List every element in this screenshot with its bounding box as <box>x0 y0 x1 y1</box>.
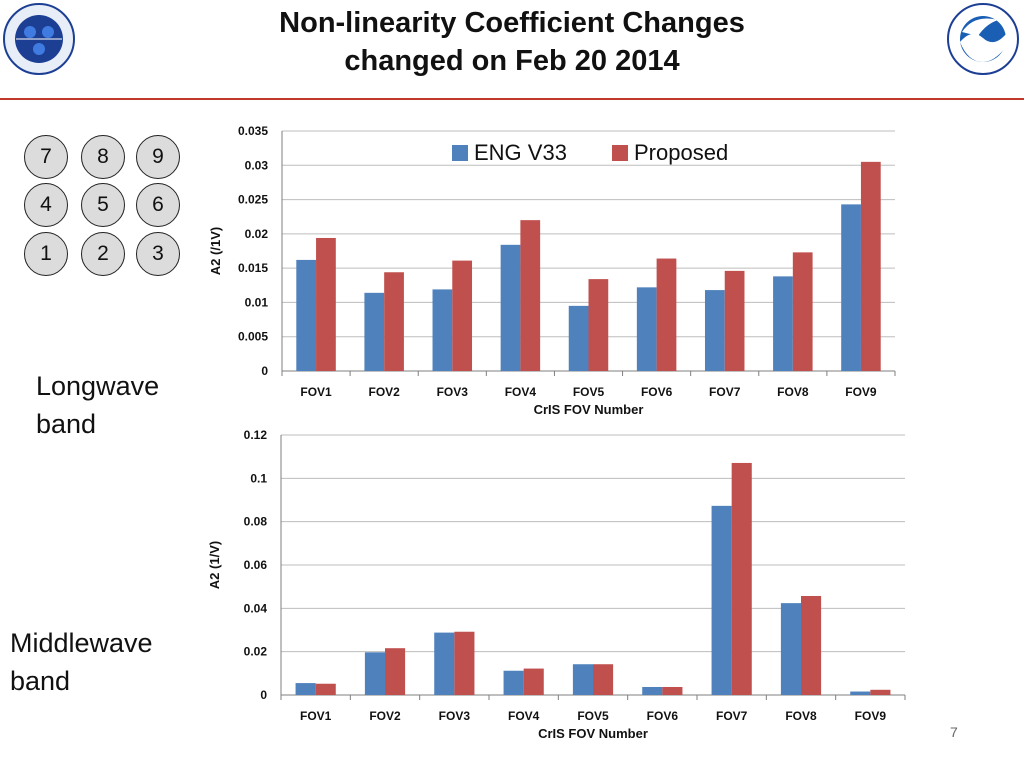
lw-legend-swatch-eng <box>452 145 468 161</box>
title-line-1: Non-linearity Coefficient Changes <box>279 7 745 39</box>
mw-ytick-label: 0.08 <box>244 515 268 529</box>
mw-ytick-label: 0.1 <box>250 471 267 485</box>
lw-bar-eng-fov8 <box>773 276 793 371</box>
lw-bar-proposed-fov1 <box>316 237 336 371</box>
lw-ytick-label: 0.025 <box>238 193 268 207</box>
mw-xtick-label: FOV3 <box>439 709 471 723</box>
lw-legend-swatch-proposed <box>612 145 628 161</box>
mw-bar-proposed-fov9 <box>870 689 891 695</box>
mw-xtick-label: FOV8 <box>785 709 817 723</box>
fov-cell-6: 6 <box>136 183 180 227</box>
lw-ytick-label: 0.015 <box>238 261 268 275</box>
mw-bar-proposed-fov7 <box>731 462 752 695</box>
mw-ytick-label: 0 <box>260 688 267 702</box>
lw-bar-eng-fov9 <box>841 204 861 371</box>
mw-bar-eng-fov7 <box>711 505 732 695</box>
mw-bar-eng-fov4 <box>503 670 524 695</box>
mw-bar-proposed-fov5 <box>593 664 614 695</box>
lw-bar-proposed-fov8 <box>792 252 813 371</box>
fov-cell-2: 2 <box>81 232 125 276</box>
lw-bar-eng-fov5 <box>568 305 589 371</box>
fov-cell-4: 4 <box>24 183 68 227</box>
mw-y-axis-label: A2 (1/V) <box>207 541 222 589</box>
lw-xtick-label: FOV2 <box>368 385 400 399</box>
mw-xtick-label: FOV4 <box>508 709 540 723</box>
lw-bar-eng-fov3 <box>432 289 453 371</box>
lw-legend-label-eng: ENG V33 <box>474 140 567 165</box>
mw-x-axis-label: CrIS FOV Number <box>538 726 648 741</box>
lw-bar-proposed-fov4 <box>520 220 541 371</box>
lw-ytick-label: 0.03 <box>245 158 269 172</box>
fov-cell-7: 7 <box>24 135 68 179</box>
longwave-band-label: Longwave band <box>36 371 160 439</box>
lw-legend-label-proposed: Proposed <box>634 140 728 165</box>
mw-xtick-label: FOV7 <box>716 709 748 723</box>
lw-bar-eng-fov7 <box>704 290 725 371</box>
lw-bar-proposed-fov9 <box>860 161 881 371</box>
fov-cell-5: 5 <box>81 183 125 227</box>
mw-bar-proposed-fov6 <box>662 686 683 695</box>
fov-cell-3: 3 <box>136 232 180 276</box>
lw-x-axis-label: CrIS FOV Number <box>534 402 644 417</box>
page-title: Non-linearity Coefficient Changes change… <box>160 4 864 80</box>
mw-bar-eng-fov8 <box>780 603 801 695</box>
mw-bar-eng-fov1 <box>295 683 316 695</box>
lw-ytick-label: 0.035 <box>238 124 268 138</box>
mw-bar-proposed-fov2 <box>385 648 406 695</box>
noaa-nesdis-star-logo <box>3 3 75 75</box>
mw-bar-eng-fov6 <box>642 686 663 695</box>
mw-bar-eng-fov2 <box>364 652 385 695</box>
lw-xtick-label: FOV3 <box>437 385 469 399</box>
mw-ytick-label: 0.02 <box>244 645 268 659</box>
fov-cell-9: 9 <box>136 135 180 179</box>
title-divider <box>0 98 1024 100</box>
lw-xtick-label: FOV7 <box>709 385 741 399</box>
lw-ytick-label: 0.02 <box>245 227 269 241</box>
mw-xtick-label: FOV2 <box>369 709 401 723</box>
noaa-logo <box>947 3 1019 75</box>
longwave-chart: 0 0.005 0.01 0.015 0.02 0.025 0.03 0.035 FOV1 FOV… <box>208 124 896 417</box>
lw-bar-eng-fov4 <box>500 244 521 371</box>
lw-bar-proposed-fov5 <box>588 279 609 371</box>
lw-ytick-label: 0 <box>261 364 268 378</box>
middlewave-chart: 0 0.02 0.04 0.06 0.08 0.1 0.12 FOV1 FOV2 FOV3 FOV4… <box>207 428 906 741</box>
fov-cell-1: 1 <box>24 232 68 276</box>
lw-ytick-label: 0.005 <box>238 330 268 344</box>
mw-bar-eng-fov5 <box>572 664 593 695</box>
mw-bar-proposed-fov4 <box>523 668 544 695</box>
mw-xtick-label: FOV9 <box>855 709 887 723</box>
mw-xtick-label: FOV6 <box>647 709 679 723</box>
mw-bar-proposed-fov3 <box>454 631 475 695</box>
lw-y-axis-label: A2 (/1V) <box>208 227 223 275</box>
lw-bar-eng-fov1 <box>296 259 317 371</box>
lw-xtick-label: FOV8 <box>777 385 809 399</box>
lw-bar-proposed-fov3 <box>452 260 473 371</box>
mw-ytick-label: 0.06 <box>244 558 268 572</box>
lw-bar-eng-fov6 <box>636 287 657 371</box>
lw-bar-proposed-fov2 <box>384 272 404 371</box>
mw-ytick-label: 0.04 <box>244 601 268 615</box>
lw-xtick-label: FOV4 <box>505 385 537 399</box>
mw-xtick-label: FOV1 <box>300 709 332 723</box>
mw-bar-eng-fov3 <box>434 632 455 695</box>
lw-ytick-label: 0.01 <box>245 295 269 309</box>
mw-bar-eng-fov9 <box>850 691 871 695</box>
title-line-2: changed on Feb 20 2014 <box>344 45 680 77</box>
fov-cell-8: 8 <box>81 135 125 179</box>
lw-xtick-label: FOV6 <box>641 385 673 399</box>
lw-xtick-label: FOV9 <box>845 385 877 399</box>
lw-bar-proposed-fov7 <box>724 270 745 371</box>
mw-ytick-label: 0.12 <box>244 428 268 442</box>
lw-bar-proposed-fov6 <box>656 258 677 371</box>
lw-xtick-label: FOV5 <box>573 385 605 399</box>
middlewave-band-label: Middlewave band <box>10 628 153 696</box>
mw-bar-proposed-fov8 <box>801 595 822 695</box>
mw-xtick-label: FOV5 <box>577 709 609 723</box>
lw-bar-eng-fov2 <box>364 292 385 371</box>
mw-bar-proposed-fov1 <box>315 683 336 695</box>
page-number: 7 <box>950 724 958 740</box>
lw-xtick-label: FOV1 <box>300 385 332 399</box>
